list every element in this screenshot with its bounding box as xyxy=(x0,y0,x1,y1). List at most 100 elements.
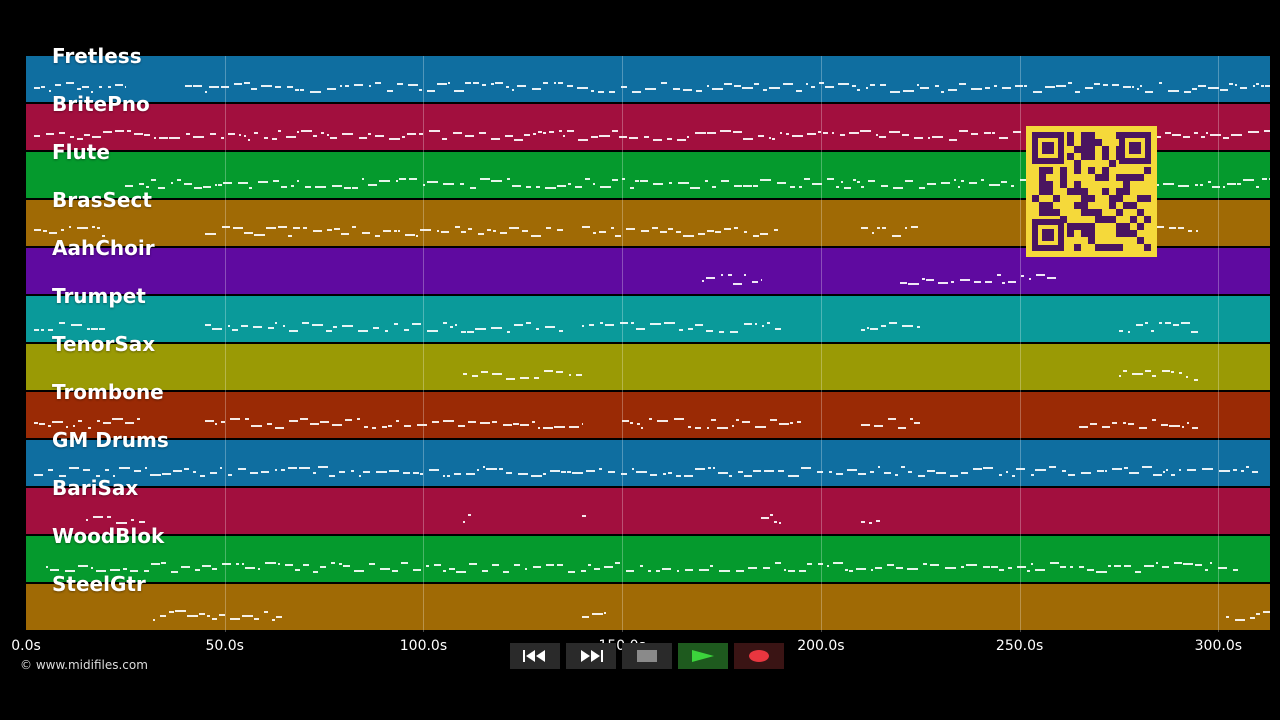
note-mark xyxy=(791,135,803,137)
note-mark xyxy=(426,330,438,332)
note-mark xyxy=(374,82,381,84)
note-mark xyxy=(1107,565,1111,567)
note-mark xyxy=(585,470,595,472)
note-mark xyxy=(330,562,335,564)
note-mark xyxy=(406,133,416,135)
note-mark xyxy=(47,425,51,427)
note-mark xyxy=(620,322,629,324)
note-mark xyxy=(590,90,594,92)
track-name-label: BrasSect xyxy=(52,188,152,212)
note-mark xyxy=(243,82,250,84)
note-mark xyxy=(490,327,502,329)
note-mark xyxy=(787,570,795,572)
note-mark xyxy=(387,425,392,427)
qr-code[interactable] xyxy=(1026,126,1157,257)
track-name-label: GM Drums xyxy=(52,428,169,452)
note-mark xyxy=(707,467,711,469)
rewind-button[interactable] xyxy=(510,643,560,669)
note-mark xyxy=(403,329,409,331)
note-mark xyxy=(446,475,450,477)
note-mark xyxy=(517,473,528,475)
note-mark xyxy=(233,83,242,85)
note-mark xyxy=(1234,84,1237,86)
note-mark xyxy=(990,566,998,568)
note-mark xyxy=(1047,277,1057,279)
note-mark xyxy=(1048,466,1056,468)
gridline xyxy=(622,56,624,632)
note-mark xyxy=(851,85,856,87)
note-mark xyxy=(717,472,728,474)
note-mark xyxy=(1169,425,1181,427)
note-mark xyxy=(695,427,702,429)
note-mark xyxy=(102,131,112,133)
note-mark xyxy=(351,226,356,228)
note-mark xyxy=(581,423,583,425)
note-mark xyxy=(777,470,784,472)
note-mark xyxy=(585,178,591,180)
note-mark xyxy=(111,418,123,420)
note-mark xyxy=(1055,85,1066,87)
note-mark xyxy=(753,185,759,187)
note-mark xyxy=(804,178,811,180)
stop-button[interactable] xyxy=(622,643,672,669)
note-mark xyxy=(1178,227,1185,229)
note-mark xyxy=(695,90,702,92)
note-mark xyxy=(91,136,101,138)
note-mark xyxy=(353,570,364,572)
record-button[interactable] xyxy=(734,643,784,669)
note-mark xyxy=(1090,423,1098,425)
note-mark xyxy=(490,138,500,140)
note-mark xyxy=(960,279,971,281)
note-mark xyxy=(797,421,801,423)
note-mark xyxy=(774,229,779,231)
note-mark xyxy=(1104,470,1107,472)
time-tick-label: 100.0s xyxy=(399,638,448,654)
note-mark xyxy=(732,425,735,427)
note-mark xyxy=(480,178,491,180)
note-mark xyxy=(631,91,641,93)
note-mark xyxy=(857,473,866,475)
note-mark xyxy=(974,281,982,283)
note-mark xyxy=(1178,372,1182,374)
note-mark xyxy=(1153,226,1165,228)
note-mark xyxy=(342,565,350,567)
note-mark xyxy=(1122,86,1131,88)
note-mark xyxy=(775,328,782,330)
note-mark xyxy=(875,134,878,136)
play-button[interactable] xyxy=(678,643,728,669)
note-mark xyxy=(104,469,109,471)
note-mark xyxy=(744,231,748,233)
note-mark xyxy=(209,472,217,474)
note-mark xyxy=(287,467,297,469)
note-mark xyxy=(1183,91,1191,93)
fast-forward-icon xyxy=(581,650,603,662)
note-mark xyxy=(194,569,200,571)
fast-forward-button[interactable] xyxy=(566,643,616,669)
note-mark xyxy=(615,235,622,237)
note-mark xyxy=(523,134,530,136)
note-mark xyxy=(895,567,903,569)
note-mark xyxy=(734,185,743,187)
note-mark xyxy=(33,135,40,137)
track-name-label: Fretless xyxy=(52,44,142,68)
note-mark xyxy=(577,139,588,141)
note-mark xyxy=(77,420,82,422)
note-mark xyxy=(593,232,597,234)
note-mark xyxy=(998,569,1004,571)
note-mark xyxy=(1143,565,1154,567)
note-mark xyxy=(636,328,646,330)
note-mark xyxy=(779,522,782,524)
note-mark xyxy=(782,83,793,85)
note-mark xyxy=(180,566,190,568)
note-mark xyxy=(545,187,557,189)
note-mark xyxy=(1084,87,1093,89)
note-mark xyxy=(340,233,349,235)
note-mark xyxy=(332,326,337,328)
note-mark xyxy=(736,419,740,421)
note-mark xyxy=(1185,376,1188,378)
note-mark xyxy=(513,139,523,141)
note-mark xyxy=(192,471,196,473)
note-mark xyxy=(1086,569,1094,571)
note-mark xyxy=(535,328,539,330)
note-mark xyxy=(919,87,929,89)
